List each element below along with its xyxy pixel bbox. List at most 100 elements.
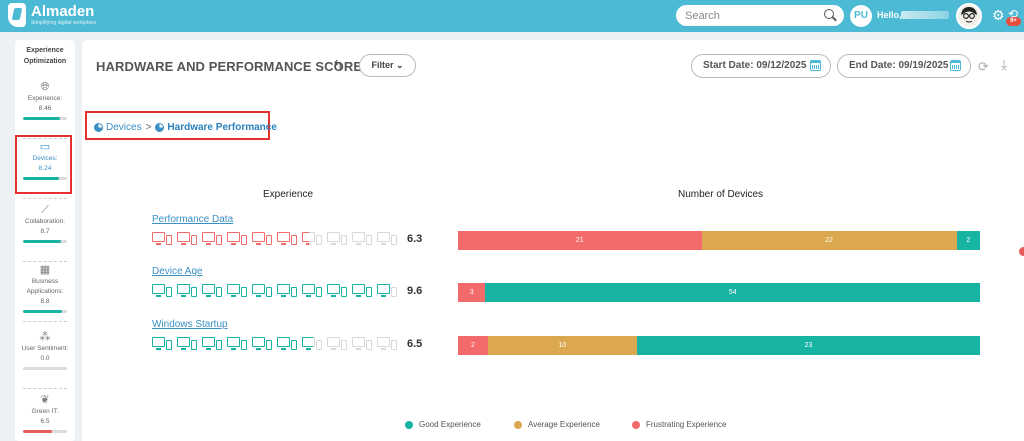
device-icon	[277, 231, 299, 247]
leaf-icon: ❦	[40, 394, 50, 406]
device-icon	[277, 283, 299, 299]
device-icon	[177, 283, 199, 299]
sidebar-item[interactable]: ❦ Green IT: 6.5	[15, 393, 75, 433]
bar-segment-frustrating[interactable]: 2	[458, 336, 488, 355]
refresh-icon[interactable]: ⟳	[978, 59, 989, 74]
sidebar-score-fill	[23, 430, 52, 433]
building-icon: ▦	[39, 264, 51, 276]
app-tagline: Simplifying digital workplace	[31, 20, 97, 26]
device-icon	[327, 336, 349, 352]
end-date-picker[interactable]: End Date: 09/19/2025	[837, 54, 971, 78]
device-icon	[252, 336, 274, 352]
download-icon[interactable]	[1001, 56, 1015, 73]
sidebar-score-fill	[23, 240, 62, 243]
metric-link[interactable]: Device Age	[152, 266, 203, 277]
device-icon	[302, 283, 324, 299]
sidebar-score-fill	[23, 177, 60, 180]
legend-dot	[405, 420, 413, 429]
device-icon	[227, 283, 249, 299]
avatar[interactable]: PU	[850, 5, 872, 27]
sidebar-item-value: 8.24	[38, 165, 52, 172]
device-icon	[227, 336, 249, 352]
experience-column-header: Experience	[263, 189, 314, 200]
sidebar-divider	[23, 388, 67, 389]
device-icon	[202, 231, 224, 247]
metric-score: 6.3	[407, 233, 423, 245]
sidebar-item-value: 0.0	[40, 355, 50, 362]
sidebar-score-bar	[23, 367, 67, 370]
legend-dot	[514, 420, 522, 429]
sidebar-score-bar	[23, 310, 67, 313]
bar-segment-frustrating[interactable]: 21	[458, 231, 702, 250]
metric-link[interactable]: Windows Startup	[152, 319, 228, 330]
sidebar-score-bar	[23, 117, 67, 120]
pie-chart-icon	[94, 123, 103, 132]
sidebar-item[interactable]: ▭ Devices: 8.24	[15, 140, 75, 180]
metric-link[interactable]: Performance Data	[152, 214, 234, 225]
legend-item: Frustrating Experience	[632, 420, 726, 429]
device-icon	[302, 231, 324, 247]
app-logo[interactable]: Almaden Simplifying digital workplace	[8, 3, 96, 27]
globe-icon: 🌐︎	[40, 81, 50, 93]
calendar-icon	[810, 60, 821, 71]
bar-segment-frustrating[interactable]: 3	[458, 283, 486, 302]
sidebar-divider	[23, 198, 67, 199]
device-icon	[252, 231, 274, 247]
users-icon: ⁂	[39, 331, 51, 343]
bar-segment-good[interactable]: 23	[636, 336, 980, 355]
device-icon	[202, 283, 224, 299]
sidebar-item-value: 8.8	[40, 298, 50, 305]
sidebar-item[interactable]: 🌐︎ Experience: 8.46	[15, 80, 75, 120]
device-icon	[202, 336, 224, 352]
sidebar: Experience Optimization 🌐︎ Experience: 8.4…	[15, 40, 75, 441]
score-icon-rating	[152, 283, 402, 299]
device-icon	[377, 283, 399, 299]
sidebar-item[interactable]: ⟋ Collaboration: 8.7	[15, 203, 75, 243]
breadcrumb-root[interactable]: Devices	[106, 122, 142, 133]
bar-segment-good[interactable]: 54	[485, 283, 980, 302]
start-date-label: Start Date: 09/12/2025	[703, 60, 807, 71]
metric-score: 9.6	[407, 285, 423, 297]
back-arrow-icon[interactable]: ↰	[332, 57, 344, 73]
sidebar-item[interactable]: ▦ Business Applications: 8.8	[15, 263, 75, 313]
chevron-down-icon: ⌄	[395, 60, 404, 70]
sidebar-item-label: User Sentiment:	[21, 345, 69, 352]
device-icon	[177, 231, 199, 247]
sidebar-score-bar	[23, 240, 67, 243]
device-icon	[177, 336, 199, 352]
bar-segment-average[interactable]: 22	[701, 231, 957, 250]
legend-label: Average Experience	[528, 420, 600, 429]
device-icon	[227, 231, 249, 247]
bar-segment-average[interactable]: 10	[487, 336, 637, 355]
filter-label: Filter	[371, 60, 394, 70]
device-icon	[352, 283, 374, 299]
score-icon-rating	[152, 336, 402, 352]
device-icon	[252, 283, 274, 299]
bar-segment-good[interactable]: 2	[956, 231, 980, 250]
sidebar-item-label: Business Applications:	[26, 278, 64, 295]
legend-dot	[632, 420, 640, 429]
sidebar-item-label: Collaboration:	[24, 218, 66, 225]
search-input[interactable]	[676, 5, 844, 26]
start-date-picker[interactable]: Start Date: 09/12/2025	[691, 54, 831, 78]
calendar-icon	[950, 60, 961, 71]
sidebar-item-label: Experience:	[27, 95, 63, 102]
legend-item: Good Experience	[405, 420, 481, 429]
sidebar-score-fill	[23, 117, 61, 120]
filter-button[interactable]: Filter ⌄	[359, 54, 416, 77]
app-name: Almaden	[31, 3, 95, 20]
sidebar-item-value: 8.46	[38, 105, 52, 112]
sidebar-divider	[23, 138, 67, 139]
user-photo[interactable]	[956, 3, 982, 29]
legend-label: Frustrating Experience	[646, 420, 727, 429]
device-icon	[152, 283, 174, 299]
device-count-bar: 3 54	[458, 283, 980, 302]
gear-icon[interactable]: ⚙	[992, 7, 1005, 23]
sidebar-item-value: 8.7	[40, 228, 50, 235]
score-icon-rating	[152, 231, 402, 247]
device-icon	[327, 283, 349, 299]
notification-icon[interactable]: ⟲	[1008, 7, 1019, 21]
search-icon[interactable]	[824, 9, 834, 19]
notification-badge: 9+	[1006, 17, 1021, 26]
sidebar-item[interactable]: ⁂ User Sentiment: 0.0	[15, 330, 75, 370]
